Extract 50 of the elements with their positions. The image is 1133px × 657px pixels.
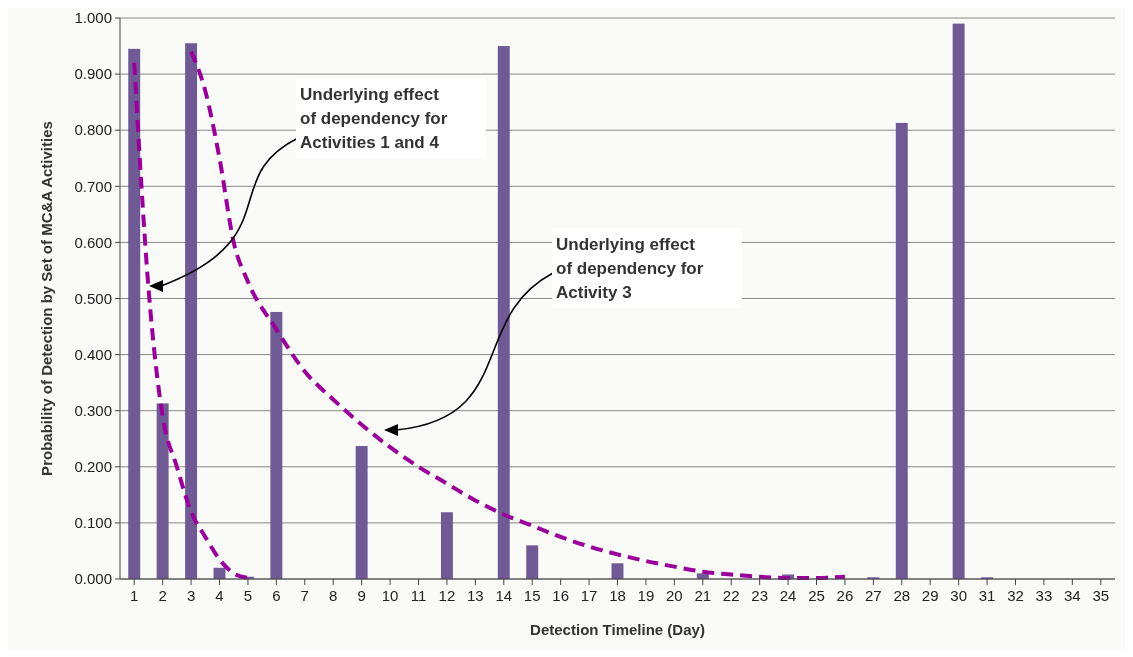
x-tick-label: 28 bbox=[893, 587, 911, 604]
x-tick-label: 26 bbox=[836, 587, 854, 604]
x-tick-label: 6 bbox=[272, 587, 281, 604]
x-tick-label: 7 bbox=[300, 587, 309, 604]
x-tick-label: 11 bbox=[410, 587, 427, 604]
y-tick-label: 0.100 bbox=[74, 514, 112, 532]
x-tick-label: 16 bbox=[552, 587, 569, 604]
x-tick-label: 30 bbox=[950, 587, 967, 604]
x-tick-label: 21 bbox=[694, 587, 712, 604]
y-tick-label: 0.000 bbox=[74, 570, 112, 588]
annotation: Underlying effect of dependency for Activities 1 and 4 bbox=[300, 85, 448, 152]
y-tick-label: 0.900 bbox=[74, 65, 112, 83]
x-tick-label: 34 bbox=[1064, 587, 1081, 604]
x-tick-label: 13 bbox=[467, 587, 484, 604]
x-tick-label: 33 bbox=[1035, 587, 1053, 604]
x-axis-title: Detection Timeline (Day) bbox=[530, 621, 705, 638]
x-tick-label: 29 bbox=[921, 587, 939, 604]
x-tick-label: 23 bbox=[751, 587, 768, 604]
x-tick-label: 9 bbox=[357, 587, 366, 604]
x-tick-label: 10 bbox=[381, 587, 399, 604]
x-tick-label: 1 bbox=[130, 587, 139, 604]
y-tick-label: 0.700 bbox=[74, 177, 112, 195]
x-tick-label: 8 bbox=[329, 587, 338, 604]
x-tick-label: 22 bbox=[722, 587, 740, 604]
y-tick-label: 0.200 bbox=[74, 458, 112, 476]
x-tick-label: 17 bbox=[580, 587, 598, 604]
x-tick-label: 19 bbox=[637, 587, 655, 604]
x-tick-label: 18 bbox=[609, 587, 626, 604]
y-axis-title: Probability of Detection by Set of MC&A Activities bbox=[38, 121, 55, 476]
y-tick-label: 0.300 bbox=[74, 401, 112, 419]
x-tick-label: 32 bbox=[1007, 587, 1024, 604]
x-tick-label: 2 bbox=[158, 587, 167, 604]
x-tick-label: 24 bbox=[779, 587, 797, 604]
annotation: Underlying effect of dependency for Activity 3 bbox=[556, 235, 704, 302]
y-tick-label: 0.400 bbox=[74, 345, 112, 363]
y-tick-label: 0.500 bbox=[74, 289, 112, 307]
x-tick-label: 5 bbox=[243, 587, 253, 604]
x-tick-label: 20 bbox=[666, 587, 683, 604]
x-tick-label: 25 bbox=[808, 587, 825, 604]
x-tick-label: 27 bbox=[865, 587, 882, 604]
x-tick-label: 4 bbox=[215, 587, 224, 604]
x-tick-label: 15 bbox=[523, 587, 541, 604]
x-tick-label: 12 bbox=[438, 587, 456, 604]
y-tick-label: 0.600 bbox=[74, 233, 112, 251]
y-tick-label: 1.000 bbox=[74, 9, 112, 27]
x-tick-label: 31 bbox=[978, 587, 996, 604]
x-tick-label: 14 bbox=[495, 587, 513, 604]
y-tick-label: 0.800 bbox=[74, 121, 112, 139]
x-tick-label: 3 bbox=[186, 587, 196, 604]
x-tick-label: 35 bbox=[1092, 587, 1110, 604]
